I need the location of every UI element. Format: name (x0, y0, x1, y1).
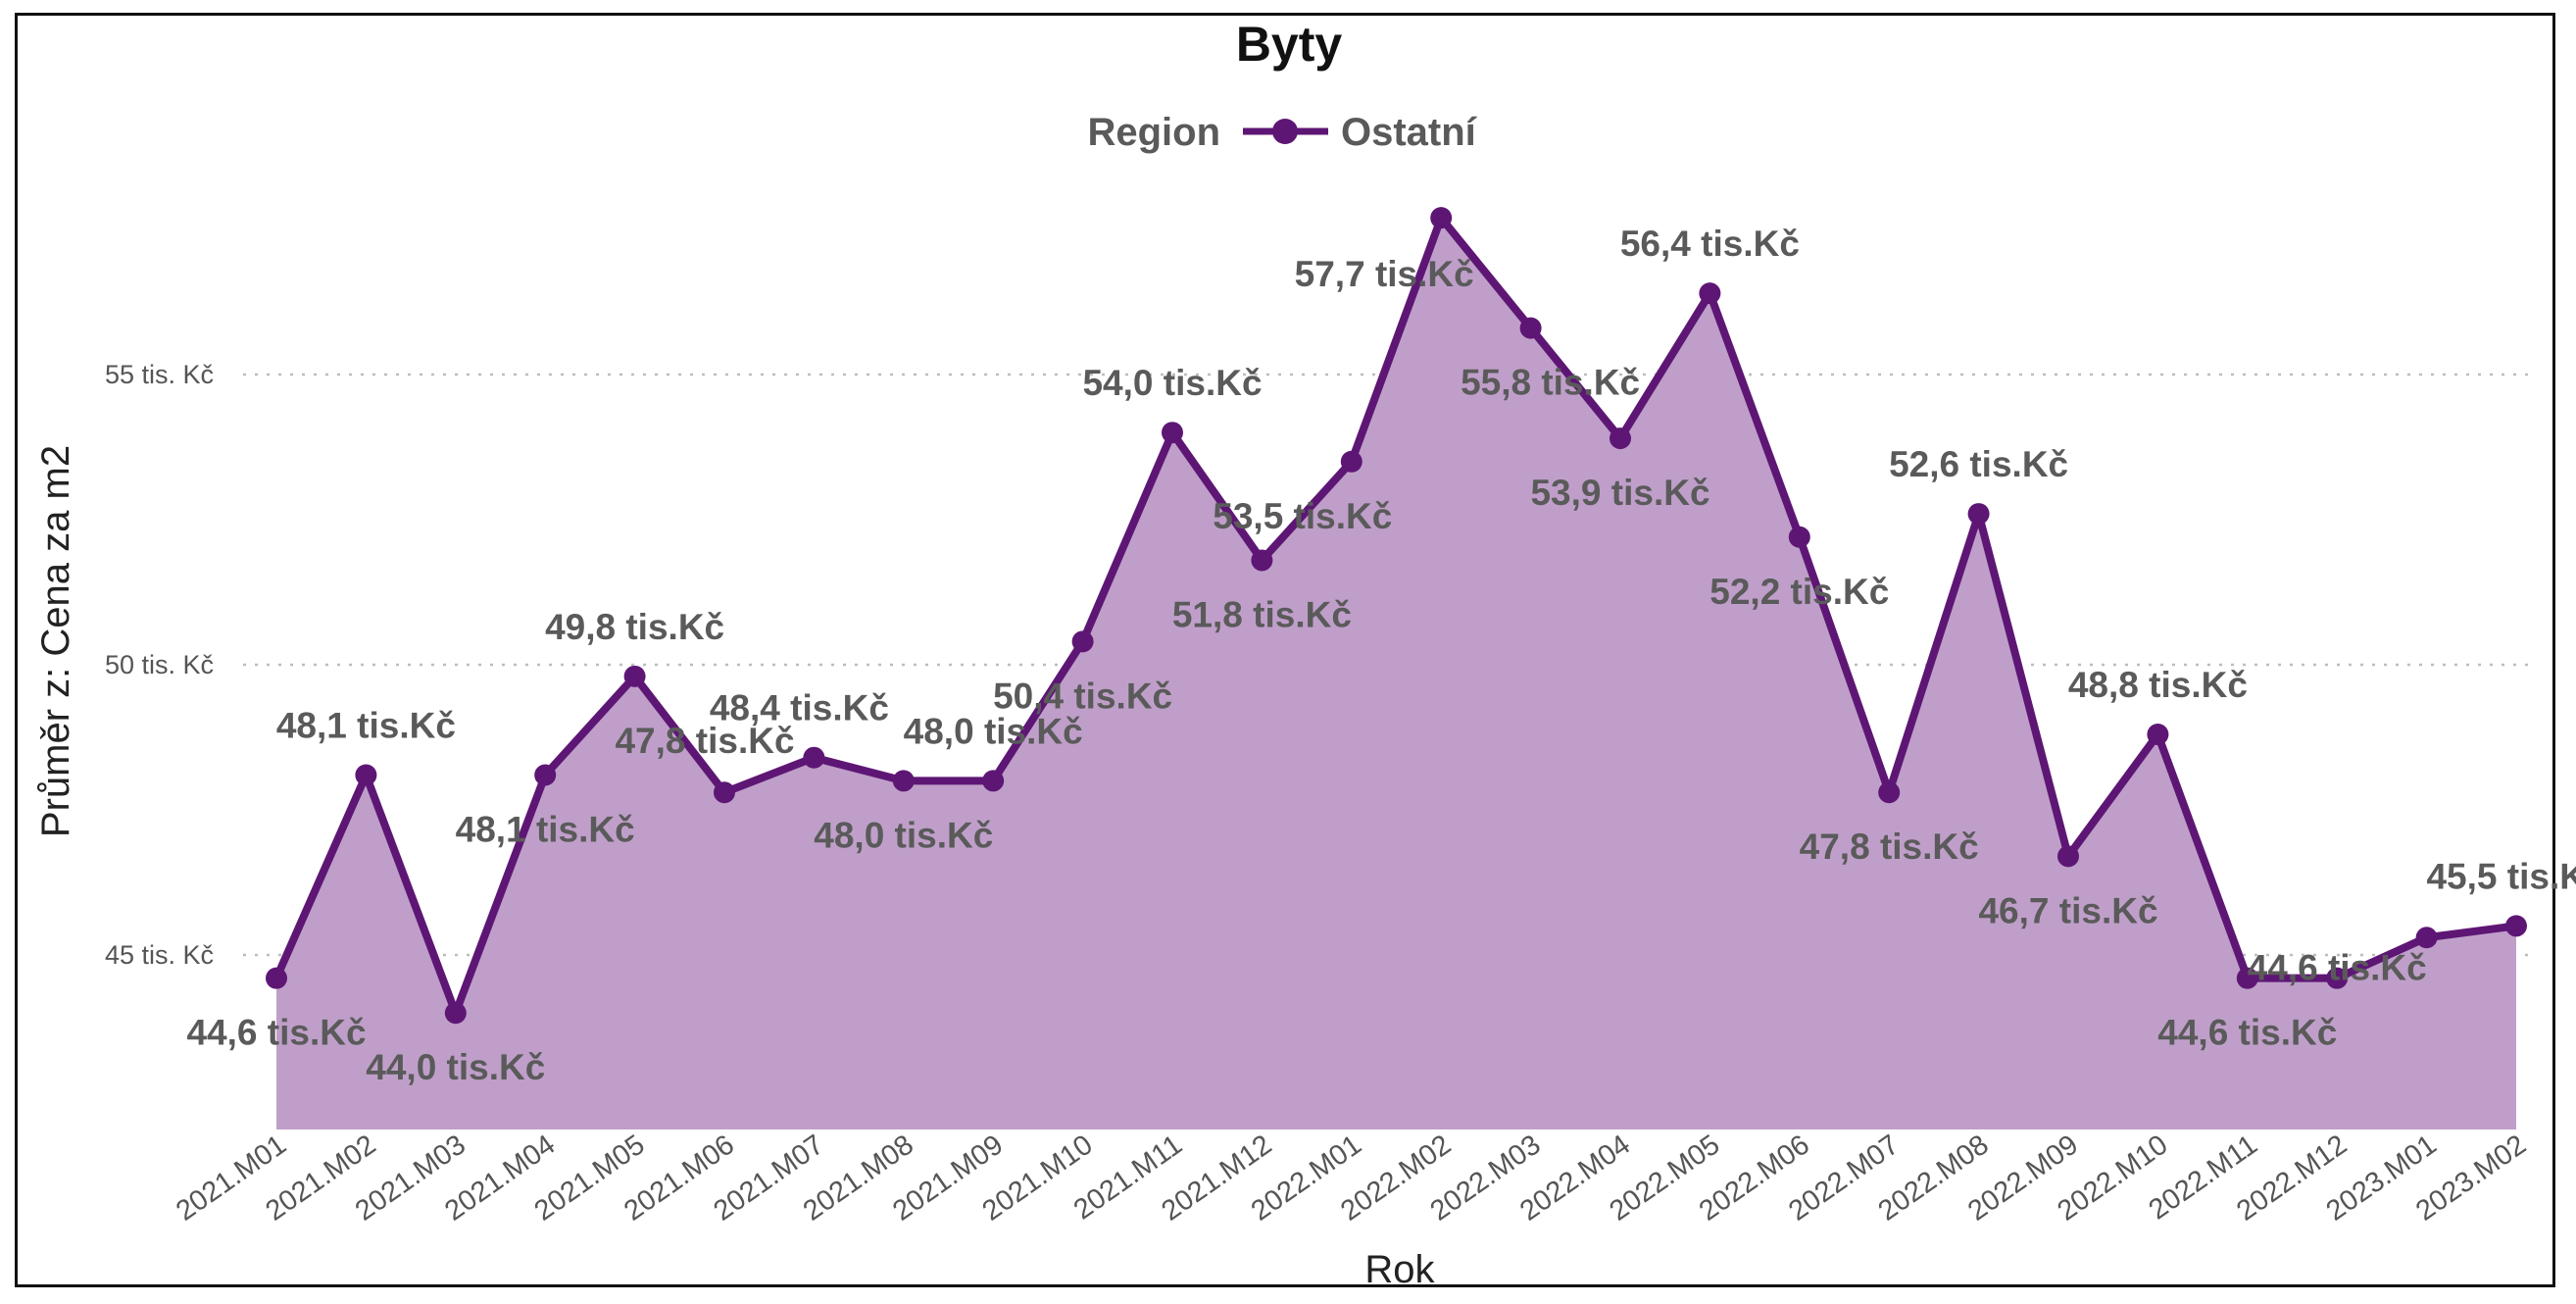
data-point (266, 967, 287, 989)
data-label: 48,4 tis.Kč (710, 688, 889, 728)
data-label: 53,5 tis.Kč (1213, 496, 1392, 536)
data-label: 50,4 tis.Kč (993, 676, 1172, 716)
y-tick-label: 55 tis. Kč (105, 360, 214, 389)
data-label: 44,6 tis.Kč (2248, 948, 2427, 988)
x-axis-ticks: 2021.M012021.M022021.M032021.M042021.M05… (171, 1129, 2532, 1228)
data-label: 54,0 tis.Kč (1082, 363, 1262, 403)
legend-entry-label: Ostatní (1341, 111, 1478, 154)
data-label: 57,7 tis.Kč (1295, 254, 1474, 294)
data-label: 51,8 tis.Kč (1172, 594, 1352, 634)
data-label: 46,7 tis.Kč (1978, 890, 2157, 930)
x-axis-label: Rok (1364, 1248, 1435, 1291)
data-label: 48,1 tis.Kč (276, 705, 456, 745)
data-point (2236, 967, 2258, 989)
series-area (276, 218, 2516, 1129)
data-label: 44,6 tis.Kč (186, 1013, 366, 1053)
data-point (1967, 503, 1990, 526)
data-point (2057, 845, 2079, 868)
area-fill (276, 218, 2516, 1129)
data-label: 53,9 tis.Kč (1530, 473, 1709, 513)
data-point (444, 1002, 467, 1025)
data-point (1519, 317, 1542, 339)
data-point (2147, 724, 2169, 746)
data-point (714, 781, 735, 804)
data-point (1071, 630, 1094, 653)
data-point (623, 665, 646, 687)
legend: Region Ostatní (1087, 111, 1477, 154)
data-point (1340, 450, 1362, 473)
data-label: 48,1 tis.Kč (456, 809, 635, 849)
data-labels: 44,6 tis.Kč 48,1 tis.Kč 44,0 tis.Kč 48,1 ti… (186, 224, 2576, 1087)
data-label: 44,6 tis.Kč (2157, 1013, 2337, 1053)
series-line (272, 214, 2517, 1018)
data-point (1251, 549, 1273, 572)
y-tick-label: 45 tis. Kč (105, 940, 214, 970)
chart-title: Byty (1236, 17, 1343, 72)
data-points (266, 207, 2527, 1025)
data-label: 47,8 tis.Kč (615, 721, 794, 761)
y-tick-label: 50 tis. Kč (105, 650, 214, 679)
legend-title: Region (1087, 111, 1220, 154)
data-label: 45,5 tis.Kč (2426, 856, 2576, 896)
data-label: 48,8 tis.Kč (2068, 665, 2248, 705)
data-point (534, 764, 557, 786)
data-point (1430, 207, 1453, 229)
data-label: 52,2 tis.Kč (1709, 572, 1889, 612)
data-point (1699, 282, 1721, 305)
y-axis-label: Průměr z: Cena za m2 (34, 445, 77, 837)
data-point (1788, 526, 1810, 548)
data-point (2505, 915, 2527, 937)
data-label: 56,4 tis.Kč (1620, 224, 1800, 264)
chart-frame (15, 13, 2555, 1287)
data-point (2326, 967, 2349, 989)
data-point (355, 764, 377, 786)
series-line-path (272, 214, 2517, 1018)
data-point (1878, 781, 1901, 804)
data-point (803, 746, 825, 769)
data-label: 48,0 tis.Kč (904, 711, 1083, 751)
data-point (892, 770, 915, 792)
data-label: 55,8 tis.Kč (1461, 363, 1640, 403)
data-point (982, 770, 1005, 792)
data-label: 48,0 tis.Kč (814, 815, 993, 855)
data-point (2415, 927, 2438, 949)
data-label: 52,6 tis.Kč (1889, 444, 2068, 484)
y-axis-ticks: 45 tis. Kč 50 tis. Kč 55 tis. Kč (105, 360, 214, 970)
data-label: 49,8 tis.Kč (545, 607, 724, 647)
data-point (1162, 422, 1183, 444)
data-label: 47,8 tis.Kč (1800, 827, 1979, 867)
data-label: 44,0 tis.Kč (366, 1047, 545, 1087)
legend-point-marker (1272, 119, 1298, 144)
data-point (1610, 427, 1631, 450)
